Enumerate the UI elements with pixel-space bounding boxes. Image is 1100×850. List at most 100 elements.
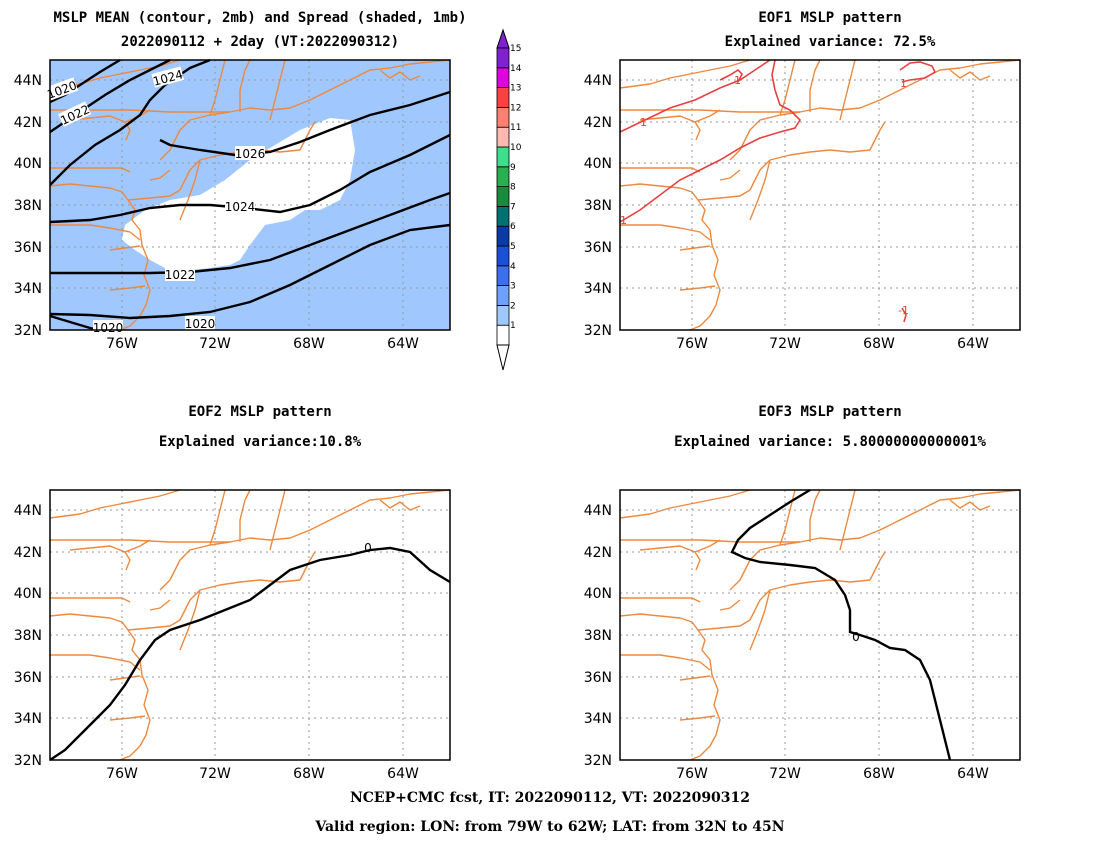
contour-label: 1024 [225, 200, 256, 214]
lat-tick-label: 44N [14, 503, 42, 519]
lat-tick-label: 42N [584, 545, 612, 561]
colorbar-label: 4 [510, 262, 516, 272]
lat-tick-label: 42N [14, 115, 42, 131]
panel2-map: 1 1 1 1 -1 [619, 59, 1021, 331]
lat-tick-label: 40N [584, 156, 612, 172]
lon-tick-label: 68W [293, 766, 325, 782]
colorbar-box [496, 205, 510, 227]
contour-label: -1 [898, 304, 909, 317]
colorbar-label: 5 [510, 242, 516, 252]
panel2-title-line1: EOF1 MSLP pattern [758, 10, 902, 26]
spread-low-region [122, 118, 355, 270]
panel1-title-line1: MSLP MEAN (contour, 2mb) and Spread (sha… [53, 10, 467, 26]
lon-tick-label: 68W [863, 766, 895, 782]
eof3-zero-contour [730, 488, 952, 761]
lon-tick-label: 64W [387, 336, 419, 352]
mean-contour-labels: 1020 1022 1024 1026 1024 1022 1020 1020 [45, 66, 265, 335]
contour-label: 1026 [235, 147, 266, 161]
colorbar-label: 8 [510, 183, 516, 193]
lon-tick-label: 64W [957, 766, 989, 782]
contour-label: 0 [364, 541, 372, 555]
colorbar-label: 12 [510, 103, 521, 113]
contour-label: 1020 [185, 317, 216, 331]
lat-tick-label: 40N [14, 156, 42, 172]
eof2-zero-contour [49, 546, 451, 761]
panel3-map: 0 [49, 489, 451, 761]
lat-tick-label: 32N [14, 323, 42, 339]
lon-tick-label: 72W [769, 766, 801, 782]
lat-tick-label: 34N [14, 281, 42, 297]
lat-tick-label: 34N [584, 281, 612, 297]
panel2-frame [619, 59, 1021, 331]
lat-tick-label: 44N [14, 73, 42, 89]
lat-tick-label: 44N [584, 503, 612, 519]
lat-tick-label: 32N [584, 753, 612, 769]
colorbar-label: 2 [510, 301, 516, 311]
contour-label: 0 [852, 630, 860, 644]
contour-label: 1 [734, 74, 741, 87]
panel4-title-line2: Explained variance: 5.80000000000001% [674, 434, 986, 450]
eof1-contours [619, 59, 937, 323]
panel1-title-line2: 2022090112 + 2day (VT:2022090312) [120, 34, 400, 50]
colorbar-box [496, 265, 510, 286]
lon-tick-label: 76W [106, 766, 138, 782]
colorbar-box [496, 107, 510, 128]
lat-tick-label: 40N [14, 586, 42, 602]
panel1-frame [49, 59, 451, 331]
lat-tick-label: 38N [584, 198, 612, 214]
colorbar-box [496, 166, 510, 188]
colorbar-label: 15 [510, 44, 521, 54]
lat-tick-label: 38N [14, 198, 42, 214]
panel4-title-line1: EOF3 MSLP pattern [758, 404, 902, 420]
colorbar-box [496, 146, 510, 168]
colorbar-label: 13 [510, 84, 521, 94]
contour-label: 1020 [93, 321, 124, 335]
colorbar-box [496, 324, 510, 346]
colorbar-label: 6 [510, 222, 516, 232]
contour-label: 1 [620, 214, 627, 227]
lat-tick-label: 36N [14, 670, 42, 686]
footer-line2: Valid region: LON: from 79W to 62W; LAT:… [315, 819, 785, 835]
lon-tick-label: 64W [957, 336, 989, 352]
lat-tick-label: 34N [584, 711, 612, 727]
lon-tick-label: 76W [676, 336, 708, 352]
colorbar-box [496, 245, 510, 267]
panel3-frame [49, 489, 451, 761]
colorbar-top-arrow [496, 28, 510, 49]
colorbar-bottom-arrow [496, 344, 510, 371]
lat-tick-label: 44N [584, 73, 612, 89]
colorbar-label: 9 [510, 163, 516, 173]
lon-tick-label: 68W [863, 336, 895, 352]
lon-tick-label: 76W [106, 336, 138, 352]
lat-tick-label: 42N [14, 545, 42, 561]
eof1-contour-labels: 1 1 1 1 -1 [620, 74, 909, 317]
colorbar-box [496, 186, 510, 207]
lat-tick-label: 36N [584, 240, 612, 256]
panel4-map: 0 [619, 488, 1021, 761]
panel2-title-line2: Explained variance: 72.5% [724, 34, 936, 50]
colorbar-box [496, 225, 510, 247]
colorbar-box [496, 304, 510, 326]
lat-tick-label: 40N [584, 586, 612, 602]
colorbar-label: 3 [510, 282, 516, 292]
panel3-title-line2: Explained variance:10.8% [158, 434, 362, 450]
panel3-title-line1: EOF2 MSLP pattern [188, 404, 332, 420]
lat-tick-label: 38N [14, 628, 42, 644]
lon-tick-label: 76W [676, 766, 708, 782]
colorbar-box [496, 47, 510, 69]
lon-tick-label: 72W [769, 336, 801, 352]
colorbar-box [496, 67, 510, 89]
contour-label: 1 [900, 77, 907, 90]
lat-tick-label: 38N [584, 628, 612, 644]
lat-tick-label: 36N [14, 240, 42, 256]
lat-tick-label: 36N [584, 670, 612, 686]
colorbar-box [496, 87, 510, 108]
panel1-map: 1020 1022 1024 1026 1024 1022 1020 1020 [45, 58, 451, 335]
colorbar-label: 14 [510, 64, 522, 74]
lat-tick-label: 42N [584, 115, 612, 131]
contour-label: 1 [640, 116, 647, 129]
footer-line1: NCEP+CMC fcst, IT: 2022090112, VT: 20220… [349, 790, 751, 806]
colorbar-label: 10 [510, 143, 522, 153]
lat-tick-label: 32N [14, 753, 42, 769]
